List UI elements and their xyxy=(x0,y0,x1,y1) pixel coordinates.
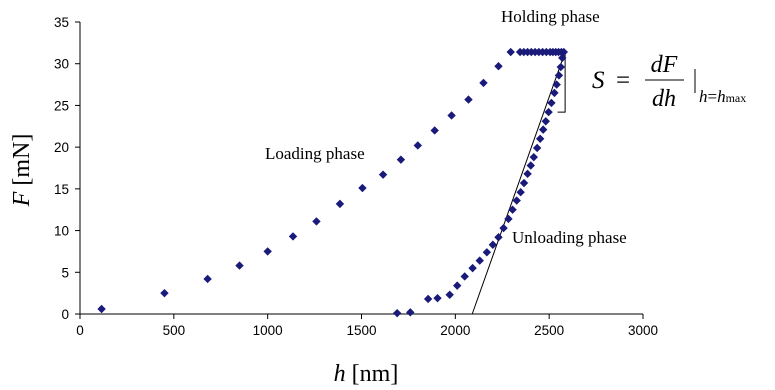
data-point xyxy=(538,125,548,134)
formula-equals: = xyxy=(616,67,630,94)
data-point xyxy=(430,126,439,135)
data-point xyxy=(312,217,321,226)
data-point xyxy=(541,117,550,126)
data-point xyxy=(203,274,212,284)
data-point xyxy=(532,143,542,153)
x-tick-label: 2500 xyxy=(534,323,564,338)
data-point xyxy=(423,294,433,304)
data-point xyxy=(504,214,513,224)
x-tick-label: 3000 xyxy=(628,323,658,338)
data-point xyxy=(494,62,503,71)
data-point xyxy=(488,240,498,249)
data-point xyxy=(433,293,442,303)
data-point xyxy=(396,155,406,164)
data-point xyxy=(406,308,415,317)
data-point xyxy=(558,53,567,63)
data-point xyxy=(550,88,559,98)
y-tick-label: 30 xyxy=(54,57,69,72)
data-point xyxy=(506,47,515,57)
y-tick-label: 15 xyxy=(54,182,69,197)
stiffness-formula: S = dF dh h=hmax xyxy=(592,52,746,112)
data-point xyxy=(535,134,545,143)
data-point xyxy=(460,272,469,281)
x-axis-label: h [nm] xyxy=(334,361,399,385)
data-point xyxy=(392,308,402,318)
data-point xyxy=(335,199,345,209)
y-tick-label: 5 xyxy=(61,265,69,280)
data-point xyxy=(453,281,462,290)
data-point xyxy=(544,107,553,117)
formula-denominator: dh xyxy=(652,86,676,112)
data-point xyxy=(516,187,525,197)
data-point xyxy=(512,196,521,205)
data-point xyxy=(519,178,529,188)
data-point xyxy=(554,71,564,80)
y-tick-label: 20 xyxy=(54,140,69,155)
data-point xyxy=(97,304,106,314)
y-tick-label: 35 xyxy=(54,15,69,30)
data-point xyxy=(499,223,508,233)
annotation-holding-phase: Holding phase xyxy=(501,7,600,26)
data-point xyxy=(529,152,538,162)
y-tick-label: 25 xyxy=(54,98,69,113)
data-point xyxy=(482,248,492,257)
data-point xyxy=(464,95,473,104)
data-point xyxy=(263,247,272,256)
data-point xyxy=(378,170,388,179)
data-point xyxy=(413,141,422,150)
x-tick-label: 1000 xyxy=(253,323,283,338)
data-point xyxy=(445,290,454,300)
data-point xyxy=(552,80,561,89)
tangent-line xyxy=(471,51,566,315)
data-point xyxy=(447,111,456,120)
x-tick-label: 1500 xyxy=(346,323,376,338)
data-point xyxy=(468,263,477,273)
tangent-fit xyxy=(471,51,566,315)
ticks: 0 500 1000 1500 2000 2500 3000 0 5 10 15 20 25 30 35 xyxy=(54,15,658,338)
data-point xyxy=(235,261,244,270)
x-tick-label: 2000 xyxy=(440,323,470,338)
data-point xyxy=(479,78,488,88)
x-tick-label: 0 xyxy=(76,323,84,338)
data-point xyxy=(288,232,298,241)
annotation-loading-phase: Loading phase xyxy=(265,144,365,163)
data-point xyxy=(160,288,169,298)
y-tick-label: 0 xyxy=(61,307,69,322)
x-tick-label: 500 xyxy=(163,323,186,338)
data-point xyxy=(494,233,503,242)
y-tick-label: 10 xyxy=(54,224,69,239)
data-points xyxy=(97,47,569,318)
formula-lhs: S xyxy=(592,67,605,94)
slope-triangle xyxy=(557,52,566,113)
annotation-unloading-phase: Unloading phase xyxy=(512,228,627,247)
data-point xyxy=(523,169,532,179)
data-point xyxy=(358,183,367,193)
data-point xyxy=(508,205,517,214)
data-point xyxy=(559,47,569,57)
formula-subscript: h=hmax xyxy=(699,87,746,106)
data-point xyxy=(556,62,566,72)
y-axis-label: F[mN] xyxy=(9,134,35,208)
data-point xyxy=(526,161,535,170)
data-point xyxy=(475,256,484,265)
data-point xyxy=(547,98,556,108)
formula-numerator: dF xyxy=(651,52,678,78)
